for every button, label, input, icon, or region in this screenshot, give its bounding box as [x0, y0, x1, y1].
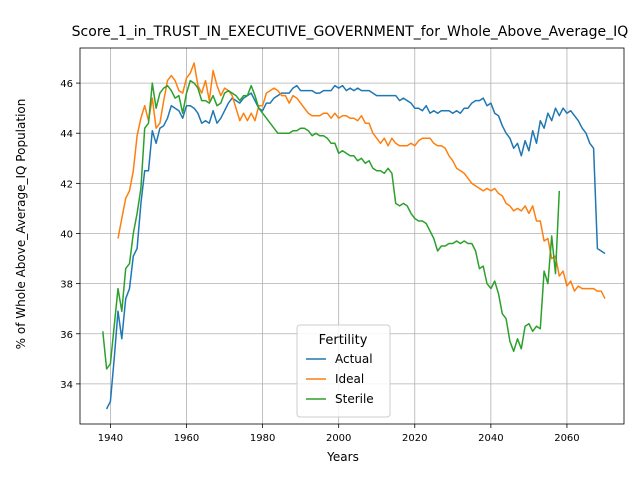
legend: Fertility Actual Ideal Sterile	[297, 325, 390, 417]
y-tick-label: 36	[60, 330, 73, 341]
legend-title: Fertility	[319, 333, 368, 348]
legend-label-sterile: Sterile	[335, 392, 374, 406]
y-tick-label: 46	[60, 79, 73, 90]
legend-label-ideal: Ideal	[335, 372, 364, 386]
legend-label-actual: Actual	[335, 352, 373, 366]
y-tick-label: 38	[60, 280, 73, 291]
chart-title: Score_1_in_TRUST_IN_EXECUTIVE_GOVERNMENT…	[72, 24, 629, 40]
y-tick-label: 40	[60, 229, 73, 240]
x-tick-label: 1980	[250, 433, 275, 444]
x-tick-label: 2020	[402, 433, 427, 444]
x-axis-label: Years	[326, 450, 359, 464]
y-tick-label: 34	[60, 380, 73, 391]
y-tick-label: 42	[60, 179, 73, 190]
x-tick-label: 1940	[98, 433, 123, 444]
y-tick-label: 44	[60, 129, 73, 140]
x-tick-label: 1960	[174, 433, 199, 444]
x-tick-label: 2060	[554, 433, 579, 444]
x-tick-label: 2040	[478, 433, 503, 444]
y-axis-label: % of Whole Above_Average_IQ Population	[14, 99, 28, 350]
x-tick-label: 2000	[326, 433, 351, 444]
